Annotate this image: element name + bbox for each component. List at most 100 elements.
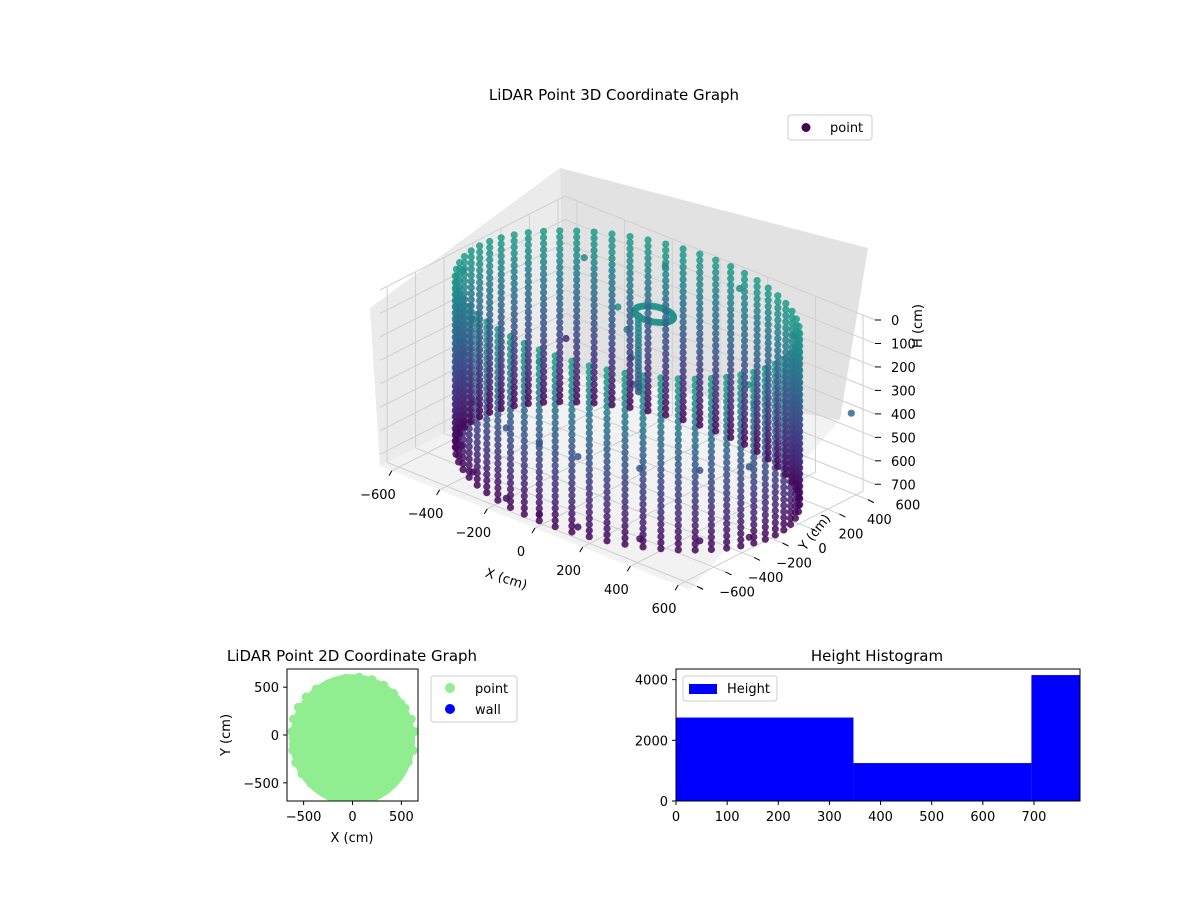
data-point-3d <box>476 285 484 293</box>
data-point-3d <box>644 327 652 336</box>
data-point-2d <box>354 672 364 682</box>
data-point-3d <box>476 400 484 409</box>
data-point-3d <box>510 377 518 385</box>
data-point-3d <box>551 413 559 421</box>
data-point-2d <box>402 722 412 732</box>
data-point-3d <box>753 441 761 449</box>
data-point-3d <box>696 317 704 325</box>
y-tick-mark-3d <box>782 542 789 547</box>
x-axis-3d: −600 −400 −200 0 200 400 600 <box>360 470 679 617</box>
data-point-3d <box>590 259 598 267</box>
data-point-3d <box>782 446 790 454</box>
data-point-3d <box>750 472 758 480</box>
data-point-3d <box>551 443 559 451</box>
data-point-2d <box>386 774 396 784</box>
data-point-2d <box>314 777 324 787</box>
data-point-3d <box>740 330 749 339</box>
data-point-3d <box>460 289 469 297</box>
data-point-3d <box>476 315 484 323</box>
data-point-3d <box>573 306 581 314</box>
data-point-3d <box>460 259 469 267</box>
data-point-3d <box>535 413 543 421</box>
data-point-3d <box>644 407 652 415</box>
data-point-3d <box>626 239 634 247</box>
data-point-3d <box>782 318 790 326</box>
histogram-bars <box>676 675 1080 801</box>
data-point-2d <box>400 710 410 720</box>
data-point-3d <box>524 229 532 237</box>
data-point-3d <box>764 437 772 445</box>
data-point-3d <box>674 515 682 523</box>
data-point-3d <box>712 317 720 325</box>
data-point-3d <box>486 329 494 337</box>
data-point-3d <box>626 397 634 405</box>
data-point-3d <box>774 395 782 404</box>
data-point-3d <box>467 418 475 426</box>
data-point-3d <box>603 464 611 472</box>
data-point-3d <box>483 476 491 485</box>
data-point-3d <box>524 393 532 402</box>
data-point-3d <box>486 280 494 288</box>
data-point-3d <box>467 259 475 267</box>
data-point-3d <box>764 333 772 341</box>
data-point-3d <box>551 523 559 531</box>
data-point-3d <box>476 272 484 280</box>
data-point-3d <box>782 440 790 448</box>
data-point-3d <box>764 424 772 432</box>
x-tick-label-3d: −600 <box>360 488 396 503</box>
data-point-3d <box>608 279 616 287</box>
data-point-3d <box>476 291 484 299</box>
data-point-2d <box>379 680 389 690</box>
data-point-3d <box>788 441 796 450</box>
data-point-3d <box>520 504 528 512</box>
data-point-3d <box>788 472 796 480</box>
data-point-3d <box>585 459 593 468</box>
data-point-3d <box>657 520 665 528</box>
data-point-3d <box>520 406 528 415</box>
data-point-3d <box>696 281 704 289</box>
data-point-3d <box>788 429 796 437</box>
data-point-3d <box>486 366 494 374</box>
data-point-3d <box>540 282 548 290</box>
data-point-3d <box>551 468 559 476</box>
data-point-3d <box>568 424 576 432</box>
data-point-3d <box>753 393 761 401</box>
data-point-3d <box>590 265 598 273</box>
data-point-3d <box>788 319 796 328</box>
histogram-title: Height Histogram <box>811 647 943 665</box>
data-point-3d <box>486 372 494 380</box>
data-point-3d <box>774 365 782 373</box>
data-point-3d <box>712 256 720 264</box>
data-point-3d <box>506 448 515 457</box>
data-point-3d <box>696 268 704 277</box>
data-point-3d <box>535 504 543 513</box>
data-point-3d <box>788 448 796 456</box>
data-point-3d <box>788 350 796 358</box>
data-point-3d <box>621 461 629 469</box>
data-point-3d <box>782 421 790 430</box>
data-point-3d <box>764 302 772 310</box>
data-point-3d <box>788 338 796 346</box>
data-point-3d <box>788 417 796 425</box>
data-point-3d <box>524 345 532 353</box>
data-point-3d <box>753 417 761 425</box>
data-point-3d <box>753 313 761 321</box>
data-point-3d <box>585 533 593 541</box>
data-point-3d <box>761 505 769 513</box>
data-point-3d <box>603 470 611 478</box>
data-point-3d <box>608 340 616 348</box>
data-point-3d <box>740 385 749 393</box>
data-point-3d <box>727 324 735 332</box>
data-point-3d <box>771 500 779 509</box>
data-point-3d <box>467 357 475 365</box>
data-point-3d <box>603 512 611 521</box>
data-point-3d <box>761 468 769 476</box>
data-point-3d <box>782 360 790 369</box>
data-point-3d <box>644 376 652 384</box>
data-point-3d <box>679 312 687 320</box>
data-point-3d <box>764 345 772 353</box>
data-point-3d <box>774 438 782 446</box>
data-point-3d <box>460 381 469 389</box>
data-point-3d <box>506 485 515 493</box>
data-point-3d <box>486 317 494 325</box>
